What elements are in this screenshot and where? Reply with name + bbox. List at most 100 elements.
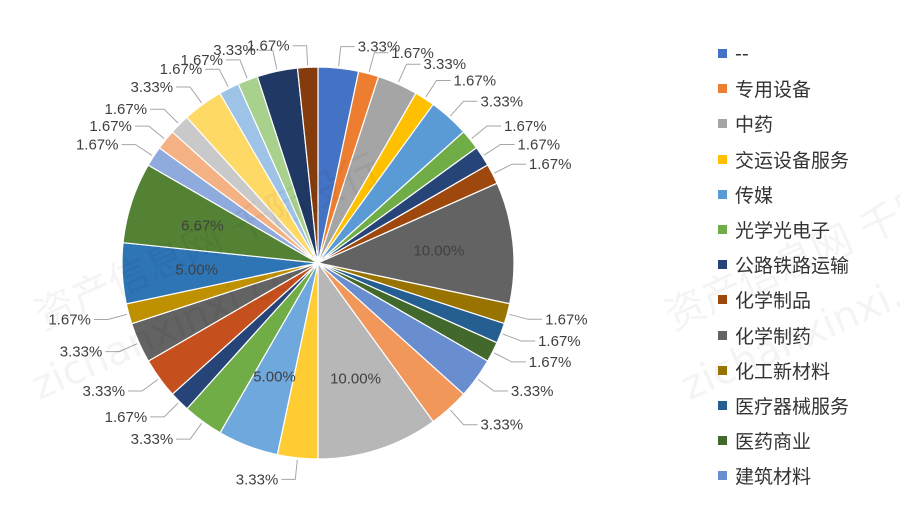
label-leader-line	[494, 163, 526, 174]
slice-data-label: 3.33%	[236, 471, 279, 488]
slice-data-label: 1.67%	[391, 45, 434, 62]
legend-label: 中药	[735, 114, 774, 137]
legend-label: 专用设备	[735, 79, 812, 102]
pie-slice	[296, 66, 319, 264]
slice-data-label: 5.00%	[175, 261, 218, 278]
label-leader-line	[477, 378, 508, 392]
slice-data-label: 1.67%	[529, 354, 572, 371]
label-leader-line	[494, 352, 526, 363]
pie-slice	[317, 261, 435, 460]
label-leader-line	[176, 86, 203, 104]
slice-data-label: 1.67%	[504, 118, 547, 135]
legend-item: 传媒	[718, 177, 849, 212]
label-leader-line	[338, 46, 355, 67]
slice-data-label: 3.33%	[481, 93, 524, 110]
slice-data-label: 3.33%	[424, 56, 467, 73]
slice-data-label: 10.00%	[413, 242, 464, 259]
label-leader-line	[150, 108, 179, 124]
label-leader-line	[471, 125, 501, 139]
label-leader-line	[121, 144, 153, 156]
legend-swatch	[718, 49, 727, 59]
label-leader-line	[425, 80, 451, 98]
slice-data-label: 10.00%	[330, 371, 381, 388]
label-leader-line	[368, 52, 389, 72]
legend-swatch	[718, 154, 727, 164]
legend-label: 传媒	[735, 184, 774, 207]
slice-data-label: 1.67%	[105, 409, 148, 426]
label-leader-line	[128, 378, 159, 392]
label-leader-line	[176, 422, 203, 440]
slice-data-label: 1.67%	[545, 311, 588, 328]
slice-data-label: 3.33%	[131, 431, 174, 448]
label-leader-line	[134, 125, 165, 139]
pie-slice	[316, 182, 515, 305]
legend-label: 医疗器械服务	[735, 395, 850, 418]
slice-data-label: 1.67%	[76, 137, 119, 154]
slice-data-label: 1.67%	[89, 118, 132, 135]
slice-data-label: 1.67%	[538, 333, 581, 350]
slice-data-label: 1.67%	[105, 101, 148, 118]
legend-label: 医药商业	[735, 431, 812, 454]
pie-labels: 3.33%1.67%3.33%1.67%3.33%1.67%1.67%1.67%…	[48, 38, 587, 489]
label-leader-line	[93, 313, 127, 320]
legend-swatch	[718, 189, 727, 199]
slice-data-label: 6.67%	[181, 218, 224, 235]
pie-slices	[121, 66, 515, 460]
label-leader-line	[450, 100, 478, 117]
slice-data-label: 1.67%	[160, 61, 203, 78]
label-leader-line	[150, 402, 179, 418]
legend-label: --	[735, 42, 749, 65]
slice-data-label: 3.33%	[358, 39, 401, 56]
label-leader-line	[205, 68, 229, 87]
slice-data-label: 1.67%	[518, 137, 561, 154]
legend-item: 医药商业	[718, 423, 849, 458]
legend-label: 化工新材料	[735, 360, 831, 383]
legend-label: 公路铁路运输	[735, 255, 850, 278]
legend-swatch	[718, 471, 727, 481]
slice-data-label: 3.33%	[131, 79, 174, 96]
legend-label: 化学制品	[735, 290, 812, 313]
label-leader-line	[105, 343, 138, 353]
slice-data-label: 1.67%	[529, 156, 572, 173]
legend-swatch	[718, 330, 727, 340]
legend-item: 公路铁路运输	[718, 247, 849, 282]
legend-label: 化学制药	[735, 325, 812, 348]
legend-swatch	[718, 295, 727, 305]
slice-data-label: 1.67%	[247, 38, 290, 55]
legend-label: 交运设备服务	[735, 149, 850, 172]
label-leader-line	[509, 313, 543, 320]
slice-data-label: 3.33%	[481, 417, 524, 434]
legend-item: 医疗器械服务	[718, 388, 849, 423]
legend-item: 交运设备服务	[718, 142, 849, 177]
label-leader-line	[450, 409, 478, 426]
label-leader-line	[258, 49, 278, 70]
legend-swatch	[718, 84, 727, 94]
label-leader-line	[502, 333, 536, 342]
legend-item: 中药	[718, 106, 849, 141]
legend-item: --	[718, 36, 849, 71]
legend-item: 专用设备	[718, 71, 849, 106]
legend-item: 化学制品	[718, 282, 849, 317]
chart-legend: -- 专用设备中药交运设备服务 传媒光学光电子公路铁路运输 化学制品化学制药化工新材料…	[718, 36, 849, 493]
legend-label: 建筑材料	[735, 466, 812, 489]
legend-label: 光学光电子	[735, 220, 831, 243]
slice-data-label: 3.33%	[60, 344, 103, 361]
legend-swatch	[718, 400, 727, 410]
slice-data-label: 1.67%	[48, 312, 91, 329]
legend-swatch	[718, 119, 727, 129]
label-leader-line	[292, 45, 309, 66]
legend-item: 化学制药	[718, 318, 849, 353]
slice-data-label: 1.67%	[180, 52, 223, 69]
slice-data-label: 3.33%	[511, 383, 554, 400]
slice-data-label: 3.33%	[83, 383, 126, 400]
legend-item: 化工新材料	[718, 353, 849, 388]
legend-swatch	[718, 260, 727, 270]
label-leader-line	[398, 63, 421, 83]
label-leader-line	[483, 144, 515, 156]
legend-item: 建筑材料	[718, 458, 849, 493]
legend-swatch	[718, 365, 727, 375]
slice-data-label: 3.33%	[213, 42, 256, 59]
label-leader-line	[226, 59, 248, 79]
